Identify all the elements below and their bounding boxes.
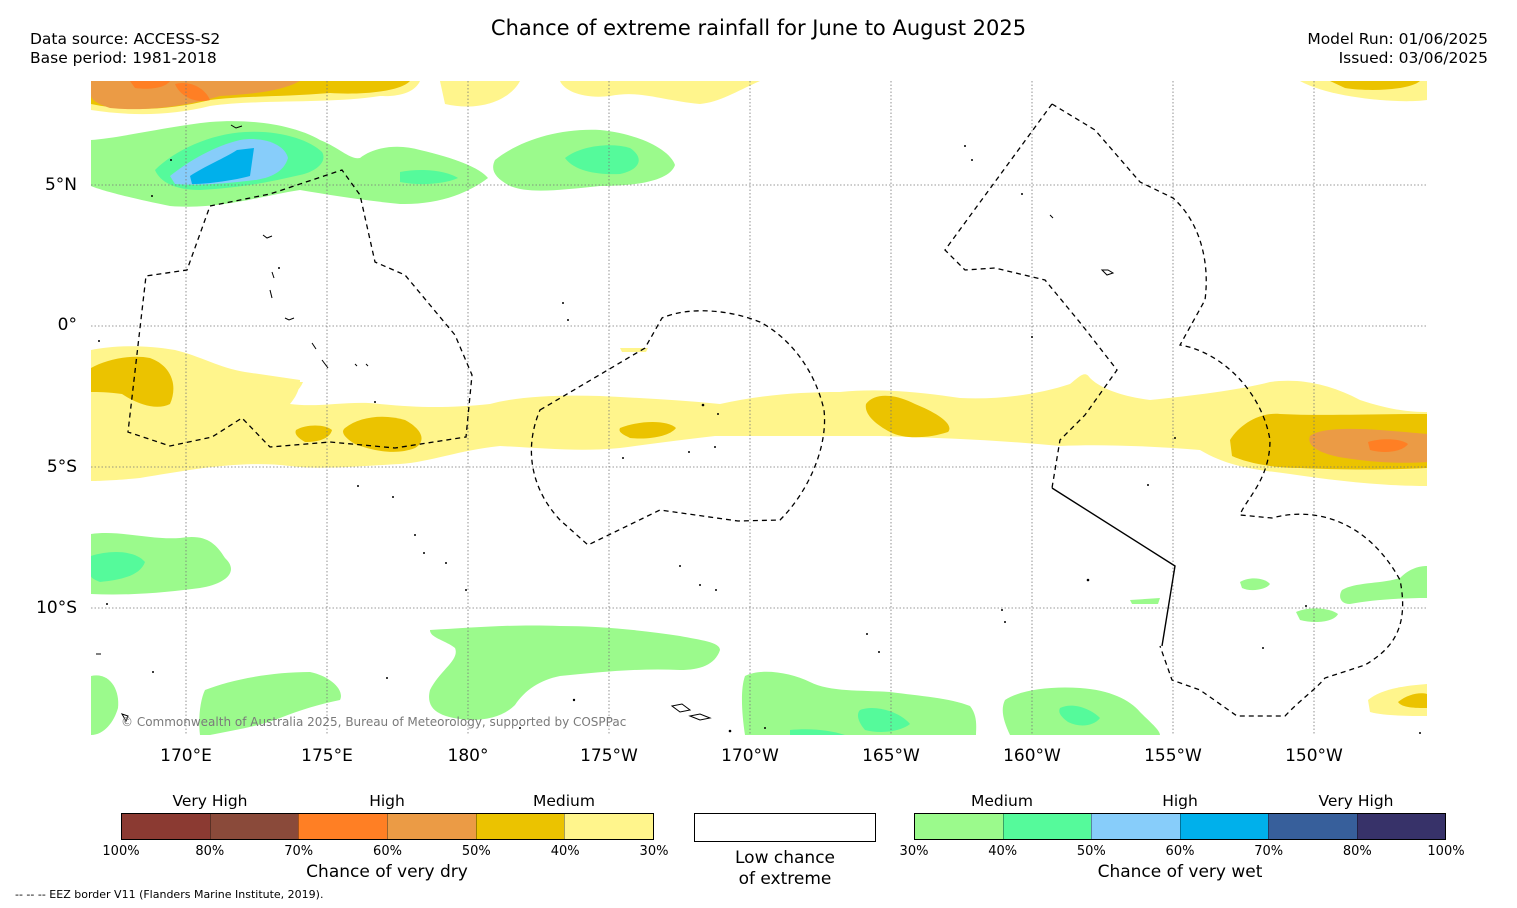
lat-label-5s: 5°S — [46, 457, 77, 477]
eez-border-kiribati-gilbert — [127, 169, 473, 449]
wet-swatch-2 — [1091, 814, 1180, 839]
wet-very-high-region — [190, 148, 254, 184]
lon-label-175e: 175°E — [301, 746, 353, 766]
dry-heading-medium: Medium — [533, 792, 595, 810]
dry-swatch-3 — [387, 814, 476, 839]
wet-color-scale — [914, 813, 1446, 840]
issued-text: Issued: 03/06/2025 — [1338, 49, 1488, 67]
wet-heading-very-high: Very High — [1318, 792, 1394, 810]
dry-heading-high: High — [369, 792, 405, 810]
dry-tick-label: 70% — [284, 844, 314, 859]
eez-border-note: -- -- -- EEZ border V11 (Flanders Marine… — [15, 888, 324, 901]
islands — [96, 124, 1115, 723]
wet-tick-label: 40% — [988, 844, 1018, 859]
wet-tick-label: 80% — [1342, 844, 1372, 859]
low-chance-swatch — [694, 813, 876, 842]
lon-label-175w: 175°W — [580, 746, 638, 766]
dry-tick-label: 80% — [195, 844, 225, 859]
dry-very-high-orange-region — [1368, 439, 1408, 452]
lat-label-equator: 0° — [57, 315, 77, 335]
data-source-info: Data source: ACCESS-S2 Base period: 1981… — [30, 30, 220, 68]
wet-swatch-1 — [1002, 814, 1091, 839]
dry-high-band — [91, 356, 174, 407]
eez-border-kiribati-phoenix — [530, 310, 826, 546]
dry-swatch-5 — [564, 814, 654, 839]
dry-band-south-of-equator — [91, 346, 1427, 486]
lon-label-170w: 170°W — [721, 746, 779, 766]
wet-swatch-3 — [1179, 814, 1268, 839]
wet-swatch-0 — [915, 814, 1003, 839]
base-period-text: Base period: 1981-2018 — [30, 49, 217, 67]
lat-label-10s: 10°S — [36, 598, 77, 618]
dry-swatch-0 — [122, 814, 210, 839]
wet-heading-high: High — [1162, 792, 1198, 810]
wet-tick-label: 70% — [1254, 844, 1284, 859]
dry-high-orange-region — [1309, 428, 1427, 463]
dry-swatch-2 — [298, 814, 388, 839]
wet-scale-label: Chance of very wet — [1097, 862, 1263, 882]
eez-border-kiribati-line — [1051, 103, 1404, 717]
dry-color-scale — [121, 813, 654, 840]
model-run-text: Model Run: 01/06/2025 — [1307, 30, 1488, 48]
wet-tick-label: 30% — [899, 844, 929, 859]
model-run-info: Model Run: 01/06/2025 Issued: 03/06/2025 — [1307, 30, 1488, 68]
lon-label-150w: 150°W — [1285, 746, 1343, 766]
small-atolls — [98, 145, 1421, 734]
low-chance-line1: Low chance — [735, 848, 835, 868]
rainfall-shading — [91, 81, 1427, 735]
lon-label-170e: 170°E — [160, 746, 212, 766]
dry-tick-label: 50% — [461, 844, 491, 859]
lon-label-180: 180° — [447, 746, 489, 766]
lon-label-165w: 165°W — [862, 746, 920, 766]
dry-tick-label: 40% — [550, 844, 580, 859]
wet-tick-label: 60% — [1165, 844, 1195, 859]
dry-tick-label: 30% — [639, 844, 669, 859]
dry-tick-label: 100% — [102, 844, 140, 859]
wet-swatch-4 — [1268, 814, 1357, 839]
wet-tick-label: 50% — [1076, 844, 1106, 859]
copyright-notice: © Commonwealth of Australia 2025, Bureau… — [121, 715, 627, 729]
data-source-text: Data source: ACCESS-S2 — [30, 30, 221, 48]
low-chance-label: Low chance of extreme — [694, 848, 876, 890]
boundary-solid-line — [1051, 487, 1176, 647]
dry-swatch-1 — [209, 814, 299, 839]
dry-swatch-4 — [475, 814, 565, 839]
wet-swatch-5 — [1356, 814, 1445, 839]
lat-label-5n: 5°N — [44, 175, 77, 195]
gridlines — [91, 81, 1427, 735]
eez-borders — [127, 103, 1404, 717]
dry-tick-label: 60% — [373, 844, 402, 859]
lon-label-160w: 160°W — [1003, 746, 1061, 766]
wet-heading-medium: Medium — [971, 792, 1033, 810]
wet-tick-label: 100% — [1427, 844, 1465, 859]
low-chance-line2: of extreme — [738, 869, 832, 889]
lon-label-155w: 155°W — [1144, 746, 1202, 766]
chart-title: Chance of extreme rainfall for June to A… — [490, 16, 1027, 40]
dry-scale-label: Chance of very dry — [306, 862, 468, 882]
dry-heading-very-high: Very High — [172, 792, 248, 810]
